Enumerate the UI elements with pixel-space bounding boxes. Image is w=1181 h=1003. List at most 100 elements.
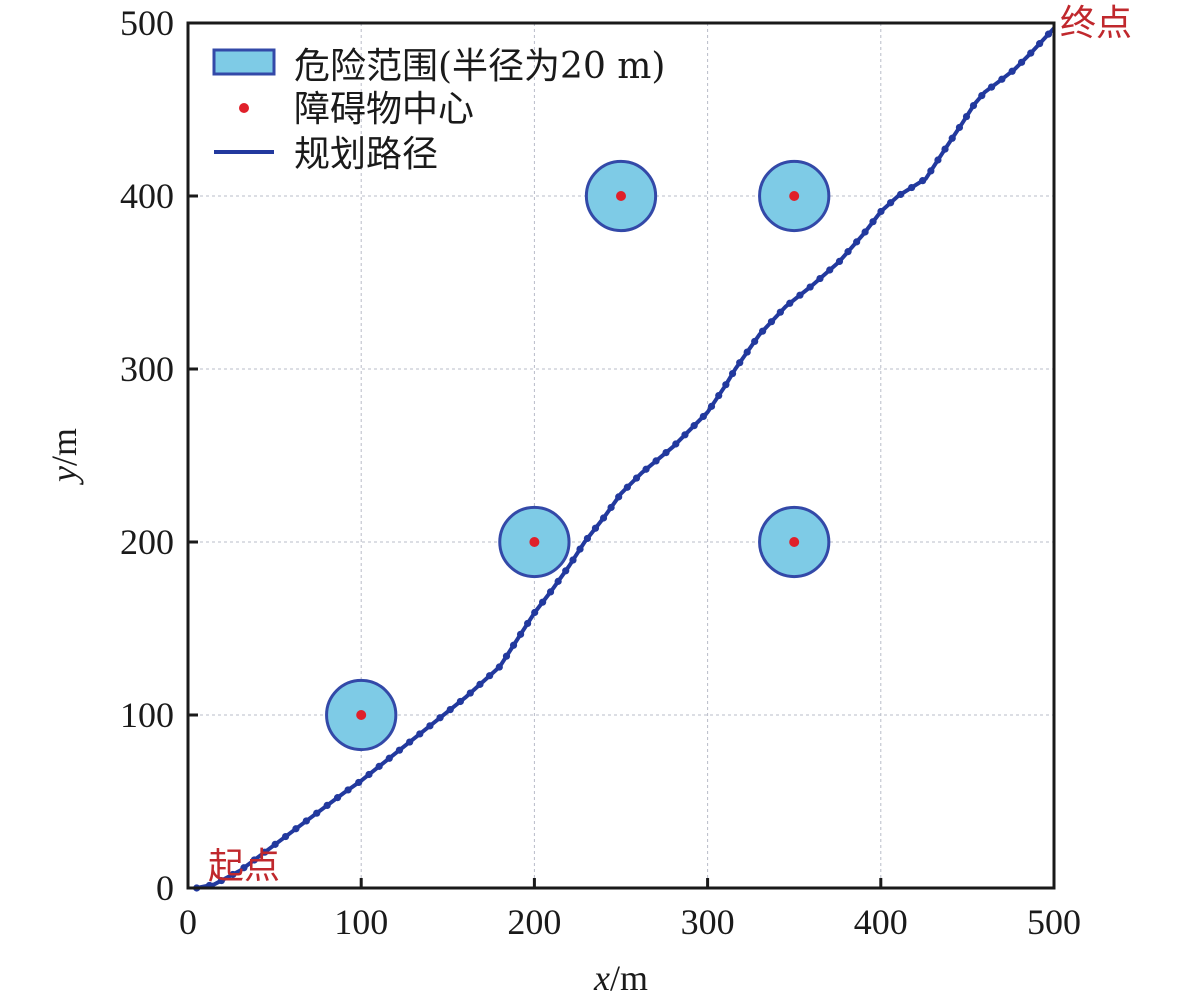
- x-tick-label: 100: [334, 902, 388, 942]
- path-waypoint-marker: [948, 134, 956, 142]
- path-waypoint-marker: [576, 545, 584, 553]
- path-waypoint-marker: [539, 598, 547, 606]
- path-waypoint-marker: [344, 786, 352, 794]
- path-waypoint-marker: [355, 778, 363, 787]
- path-waypoint-marker: [281, 832, 290, 841]
- legend-label-obstacle-center: 障碍物中心: [294, 89, 474, 130]
- path-waypoint-marker: [722, 381, 730, 389]
- path-waypoint-marker: [1044, 30, 1053, 38]
- path-waypoint-marker: [426, 722, 434, 730]
- path-waypoint-marker: [759, 327, 767, 335]
- path-waypoint-marker: [406, 738, 414, 746]
- end-point-label: 终点: [1060, 3, 1132, 44]
- path-waypoint-marker: [897, 190, 905, 199]
- path-waypoint-marker: [672, 440, 680, 448]
- path-waypoint-marker: [908, 183, 916, 192]
- legend-label-danger-zone: 危险范围(半径为20 m): [294, 46, 665, 87]
- path-waypoint-marker: [333, 794, 342, 802]
- path-waypoint-marker: [955, 123, 964, 132]
- plot-frame: [186, 21, 1056, 890]
- path-waypoint-marker: [250, 856, 258, 864]
- path-waypoint-marker: [767, 318, 776, 326]
- y-axis-title: y/m: [44, 428, 84, 485]
- path-waypoint-marker: [927, 167, 935, 175]
- path-waypoint-marker: [313, 809, 321, 817]
- path-waypoint-marker: [261, 848, 269, 856]
- path-waypoint-marker: [623, 483, 631, 491]
- y-tick-label: 200: [120, 522, 174, 562]
- legend: 危险范围(半径为20 m) 障碍物中心 规划路径: [212, 46, 665, 175]
- y-tick-label: 300: [120, 349, 174, 389]
- path-waypoint-marker: [987, 83, 996, 91]
- x-tick-label: 0: [179, 902, 197, 942]
- path-waypoint-marker: [826, 266, 834, 274]
- path-waypoint-marker: [681, 431, 689, 439]
- y-tick-label: 100: [120, 695, 174, 735]
- path-waypoint-marker: [292, 825, 300, 833]
- legend-label-planned-path: 规划路径: [294, 134, 438, 175]
- path-waypoint-marker: [502, 652, 511, 660]
- path-waypoint-marker: [615, 493, 623, 501]
- path-waypoint-marker: [919, 177, 927, 185]
- path-waypoint-marker: [743, 348, 751, 356]
- path-waypoint-marker: [509, 641, 518, 649]
- path-waypoint-marker: [853, 238, 861, 246]
- path-waypoint-marker: [796, 291, 804, 299]
- path-waypoint-marker: [632, 474, 641, 482]
- path-waypoint-marker: [978, 91, 986, 100]
- path-waypoint-marker: [240, 864, 248, 872]
- obstacle-center-marker: [356, 710, 367, 720]
- path-waypoint-marker: [591, 524, 600, 532]
- path-waypoint-marker: [934, 156, 942, 164]
- path-waypoint-marker: [816, 274, 824, 283]
- path-waypoint-marker: [271, 840, 279, 848]
- path-waypoint-marker: [436, 714, 444, 722]
- path-waypoint-marker: [869, 218, 877, 226]
- path-waypoint-marker: [302, 817, 310, 825]
- path-waypoint-marker: [476, 680, 484, 688]
- legend-danger-zone-swatch: [212, 48, 276, 76]
- path-waypoint-marker: [229, 870, 237, 879]
- obstacle-center-marker: [789, 537, 800, 547]
- axes-frame: [186, 21, 1056, 890]
- path-waypoint-marker: [599, 514, 608, 522]
- path-waypoint-marker: [456, 697, 464, 706]
- path-waypoint-marker: [1027, 49, 1035, 57]
- x-tick-label: 400: [854, 902, 908, 942]
- path-waypoint-marker: [516, 630, 525, 638]
- path-waypoint-marker: [806, 283, 814, 291]
- start-point-label: 起点: [208, 846, 280, 887]
- path-waypoint-marker: [728, 369, 737, 378]
- path-waypoint-marker: [375, 762, 383, 770]
- x-tick-label: 300: [681, 902, 735, 942]
- path-waypoint-marker: [877, 207, 885, 216]
- path-waypoint-marker: [662, 448, 670, 457]
- x-tick-label: 200: [507, 902, 561, 942]
- path-waypoint-marker: [416, 730, 424, 738]
- obstacle-center-marker: [616, 191, 626, 201]
- path-waypoint-marker: [466, 689, 474, 697]
- path-waypoint-marker: [546, 588, 555, 596]
- path-waypoint-marker: [786, 299, 794, 307]
- obstacle-center-marker: [789, 191, 800, 201]
- path-waypoint-marker: [395, 746, 404, 754]
- path-waypoint-marker: [569, 556, 577, 564]
- x-tick-label: 500: [1027, 902, 1081, 942]
- path-waypoint-marker: [861, 228, 869, 236]
- y-tick-label: 0: [156, 868, 174, 908]
- path-waypoint-marker: [707, 402, 716, 410]
- x-axis-title: x/m: [593, 958, 648, 998]
- axis-ticks: 0 100 200 300 400 500 0 100 200 300 400 500: [120, 3, 1081, 942]
- obstacle-danger-zones: [325, 159, 831, 752]
- path-waypoint-marker: [751, 337, 759, 346]
- path-waypoint-marker: [323, 801, 331, 809]
- path-waypoint-marker: [736, 359, 744, 367]
- path-waypoint-marker: [652, 457, 660, 465]
- path-waypoint-marker: [835, 257, 844, 265]
- legend-obstacle-center-marker: [239, 103, 249, 113]
- path-waypoint-marker: [699, 412, 707, 421]
- path-waypoint-marker: [524, 619, 532, 628]
- path-waypoint-marker: [1008, 67, 1016, 75]
- path-waypoint-marker: [531, 608, 539, 617]
